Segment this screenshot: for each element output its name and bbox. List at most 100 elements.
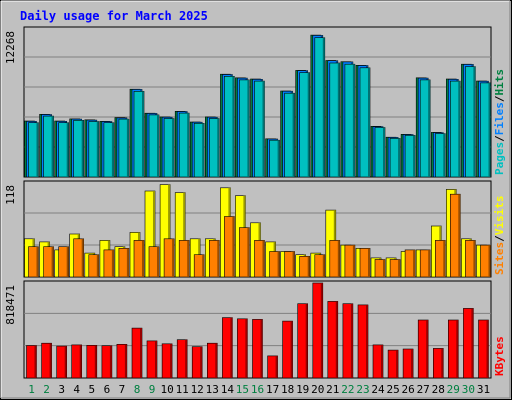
- legend-separator: /: [493, 235, 506, 242]
- bar-shade-kbytes-day-16: [260, 319, 263, 378]
- x-tick-label-day-9: 9: [149, 383, 156, 396]
- bar-shade-sites-day-23: [368, 248, 370, 277]
- bar-shade-kbytes-day-23: [366, 304, 368, 378]
- x-tick-label-day-2: 2: [43, 383, 50, 396]
- bar-shade-kbytes-day-25: [396, 350, 399, 378]
- bar-shade-kbytes-day-28: [441, 348, 444, 378]
- bar-shade-kbytes-day-7: [124, 344, 127, 378]
- x-tick-label-day-11: 11: [176, 383, 189, 396]
- bar-shade-kbytes-day-18: [290, 321, 293, 378]
- bar-shade-visits-day-9: [153, 191, 155, 277]
- bar-shade-pages-day-24: [383, 127, 385, 177]
- x-tick-label-day-20: 20: [311, 383, 324, 396]
- legend-separator: /: [493, 95, 506, 102]
- bar-shade-kbytes-day-1: [34, 345, 37, 378]
- bar-shade-kbytes-day-3: [64, 346, 67, 378]
- bar-shade-sites-day-22: [352, 245, 355, 277]
- bar-shade-pages-day-1: [36, 122, 39, 177]
- bar-shade-sites-day-5: [96, 254, 99, 277]
- bar-shade-kbytes-day-6: [109, 345, 112, 378]
- bar-shade-sites-day-1: [36, 246, 39, 277]
- legend-text: Sites/Visits: [493, 196, 506, 276]
- bar-shade-sites-day-26: [413, 249, 416, 277]
- bar-shade-pages-day-3: [66, 122, 69, 177]
- bar-shade-sites-day-31: [488, 245, 491, 277]
- bar-shade-pages-day-27: [428, 79, 431, 177]
- bar-shade-sites-day-29: [458, 194, 461, 277]
- x-tick-label-day-12: 12: [191, 383, 204, 396]
- x-tick-label-day-24: 24: [371, 383, 385, 396]
- bar-shade-sites-day-7: [126, 248, 129, 277]
- bar-shade-pages-day-16: [262, 81, 265, 177]
- x-tick-label-day-10: 10: [160, 383, 173, 396]
- bar-shade-kbytes-day-24: [381, 344, 383, 378]
- bar-shade-kbytes-day-15: [245, 318, 248, 378]
- legend-text: KBytes: [493, 336, 506, 376]
- bar-shade-sites-day-12: [202, 254, 205, 277]
- legend-entry: Visits: [493, 196, 506, 236]
- bar-shade-sites-day-14: [232, 216, 235, 277]
- bar-shade-sites-day-18: [292, 251, 295, 277]
- y-max-label: 818471: [4, 285, 17, 325]
- bar-shade-sites-day-8: [142, 240, 144, 277]
- panel-pages-files-hits: 12268 Pages/Files/Hits: [4, 26, 506, 178]
- bar-shade-kbytes-day-22: [350, 303, 353, 378]
- bar-shade-pages-day-14: [232, 76, 235, 177]
- legend-entry: Hits: [493, 69, 506, 96]
- bar-shade-sites-day-16: [262, 240, 265, 277]
- x-tick-label-day-14: 14: [221, 383, 235, 396]
- legend-text: Pages/Files/Hits: [493, 69, 506, 175]
- bar-shade-pages-day-17: [277, 140, 280, 177]
- bar-shade-pages-day-6: [111, 122, 114, 177]
- bar-shade-kbytes-day-11: [185, 339, 188, 378]
- bar-shade-pages-day-10: [172, 118, 175, 177]
- x-tick-label-day-25: 25: [386, 383, 399, 396]
- bar-shade-pages-day-4: [81, 120, 84, 177]
- x-tick-label-day-29: 29: [447, 383, 460, 396]
- bar-shade-kbytes-day-9: [155, 340, 157, 378]
- bar-shade-sites-day-30: [473, 240, 476, 277]
- bar-shade-pages-day-18: [292, 93, 295, 177]
- x-tick-label-day-30: 30: [462, 383, 475, 396]
- bar-shade-pages-day-5: [96, 121, 99, 177]
- x-tick-label-day-18: 18: [281, 383, 294, 396]
- bar-shade-pages-day-28: [443, 133, 446, 177]
- bar-shade-sites-day-20: [322, 254, 325, 277]
- bar-shade-kbytes-day-4: [79, 344, 82, 378]
- legend: KBytes: [493, 336, 506, 376]
- legend-separator: /: [493, 135, 506, 142]
- x-tick-label-day-26: 26: [401, 383, 414, 396]
- bar-shade-kbytes-day-27: [426, 320, 429, 378]
- bar-shade-pages-day-29: [458, 81, 461, 177]
- bar-shade-kbytes-day-14: [230, 317, 233, 378]
- bar-shade-sites-day-19: [307, 256, 310, 277]
- bar-shade-kbytes-day-8: [140, 328, 142, 378]
- y-max-label: 12268: [4, 31, 17, 64]
- legend-entry: Sites: [493, 242, 506, 275]
- bar-shade-pages-day-12: [202, 123, 205, 177]
- bar-shade-pages-day-19: [307, 72, 310, 177]
- bar-shade-kbytes-day-21: [335, 301, 338, 378]
- x-tick-label-day-5: 5: [88, 383, 95, 396]
- x-tick-label-day-7: 7: [119, 383, 126, 396]
- bar-shade-kbytes-day-2: [49, 343, 52, 378]
- bar-shade-sites-day-10: [172, 238, 175, 277]
- bar-shade-visits-day-10: [168, 184, 171, 277]
- bar-shade-kbytes-day-29: [456, 320, 459, 378]
- panel-sites-visits: 118 Sites/Visits: [4, 180, 506, 278]
- bar-shade-pages-day-22: [352, 64, 355, 177]
- legend-entry: KBytes: [493, 336, 506, 376]
- legend-entry: Pages: [493, 142, 506, 175]
- y-max-label: 118: [4, 185, 17, 205]
- bar-shade-pages-day-21: [337, 63, 340, 177]
- bar-shade-pages-day-13: [217, 118, 220, 177]
- bar-shade-kbytes-day-20: [320, 283, 323, 378]
- bar-shade-sites-day-3: [66, 246, 69, 277]
- bar-shade-pages-day-7: [126, 119, 129, 177]
- bar-shade-sites-day-11: [187, 240, 190, 277]
- bar-shade-kbytes-day-19: [305, 303, 308, 378]
- legend: Pages/Files/Hits: [493, 69, 506, 175]
- bar-shade-sites-day-15: [247, 227, 250, 277]
- bar-shade-kbytes-day-26: [411, 349, 414, 378]
